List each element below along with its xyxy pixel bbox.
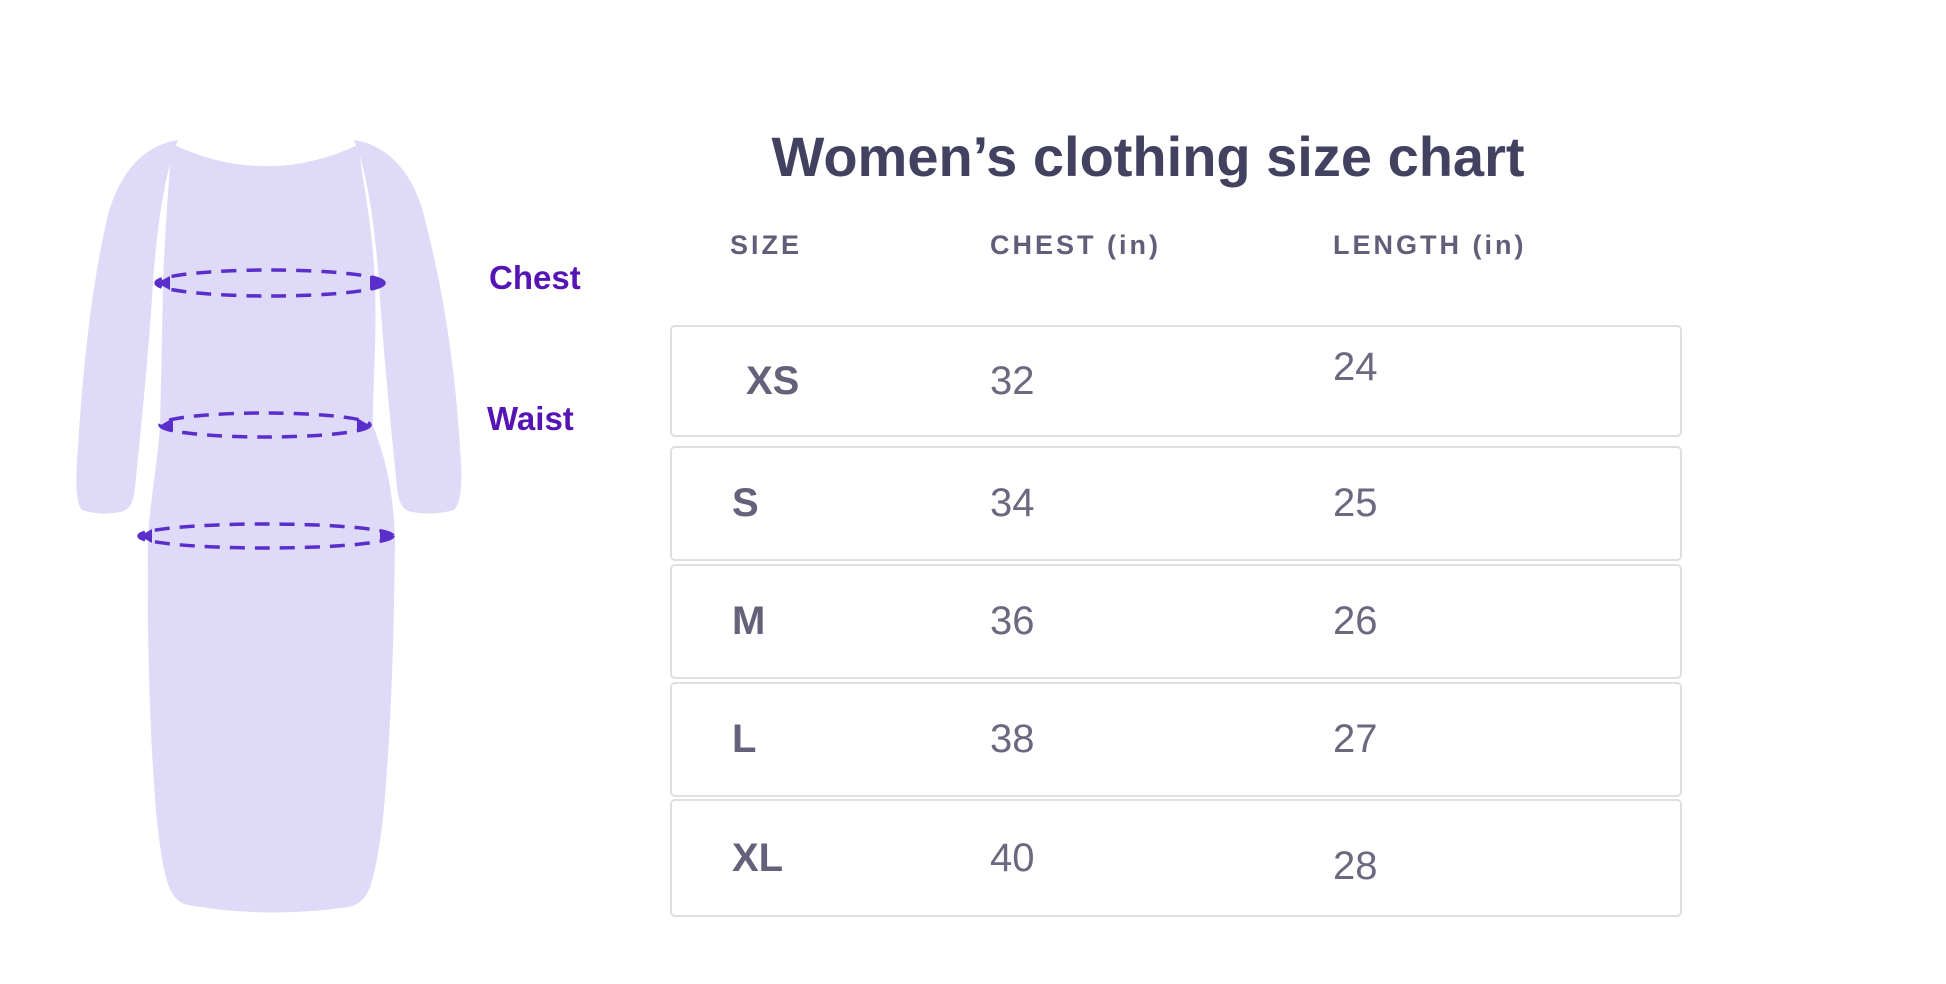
chest-label: Chest [489, 259, 581, 296]
table-row: S 34 25 [670, 446, 1682, 561]
waist-measure-line [158, 411, 372, 439]
dress-body-shape [147, 144, 395, 913]
table-row: XS 32 24 [670, 325, 1682, 437]
length-cell: 24 [1333, 344, 1378, 389]
chest-cell: 32 [990, 358, 1035, 403]
hip-measure-line [137, 522, 395, 550]
waist-label: Waist [487, 400, 574, 437]
chest-cell: 36 [990, 599, 1035, 643]
table-header: SIZE CHEST (in) LENGTH (in) [670, 230, 1682, 261]
dress-illustration [76, 140, 462, 913]
length-cell: 27 [1333, 717, 1378, 761]
page-title: Women’s clothing size chart [771, 125, 1525, 188]
length-cell: 25 [1333, 481, 1378, 525]
size-cell: S [732, 481, 759, 525]
dress-left-sleeve-shape [76, 140, 178, 514]
table-row: M 36 26 [670, 564, 1682, 679]
size-cell: M [732, 599, 766, 643]
dress-right-sleeve-shape [354, 140, 462, 514]
length-cell: 28 [1333, 843, 1378, 888]
chest-cell: 40 [990, 835, 1035, 880]
column-header-length: LENGTH (in) [1333, 230, 1527, 260]
size-table-body: XS 32 24 S 34 25 M 36 26 L 38 27 XL 40 2… [670, 325, 1682, 917]
column-header-size: SIZE [730, 230, 803, 260]
chest-cell: 34 [990, 481, 1035, 525]
length-cell: 26 [1333, 599, 1378, 643]
size-cell: XS [746, 358, 800, 403]
size-cell: XL [732, 835, 784, 880]
table-row: L 38 27 [670, 682, 1682, 797]
chest-measure-line [154, 268, 386, 298]
size-cell: L [732, 717, 757, 761]
table-row: XL 40 28 [670, 799, 1682, 917]
column-header-chest: CHEST (in) [990, 230, 1161, 260]
chest-cell: 38 [990, 717, 1035, 761]
